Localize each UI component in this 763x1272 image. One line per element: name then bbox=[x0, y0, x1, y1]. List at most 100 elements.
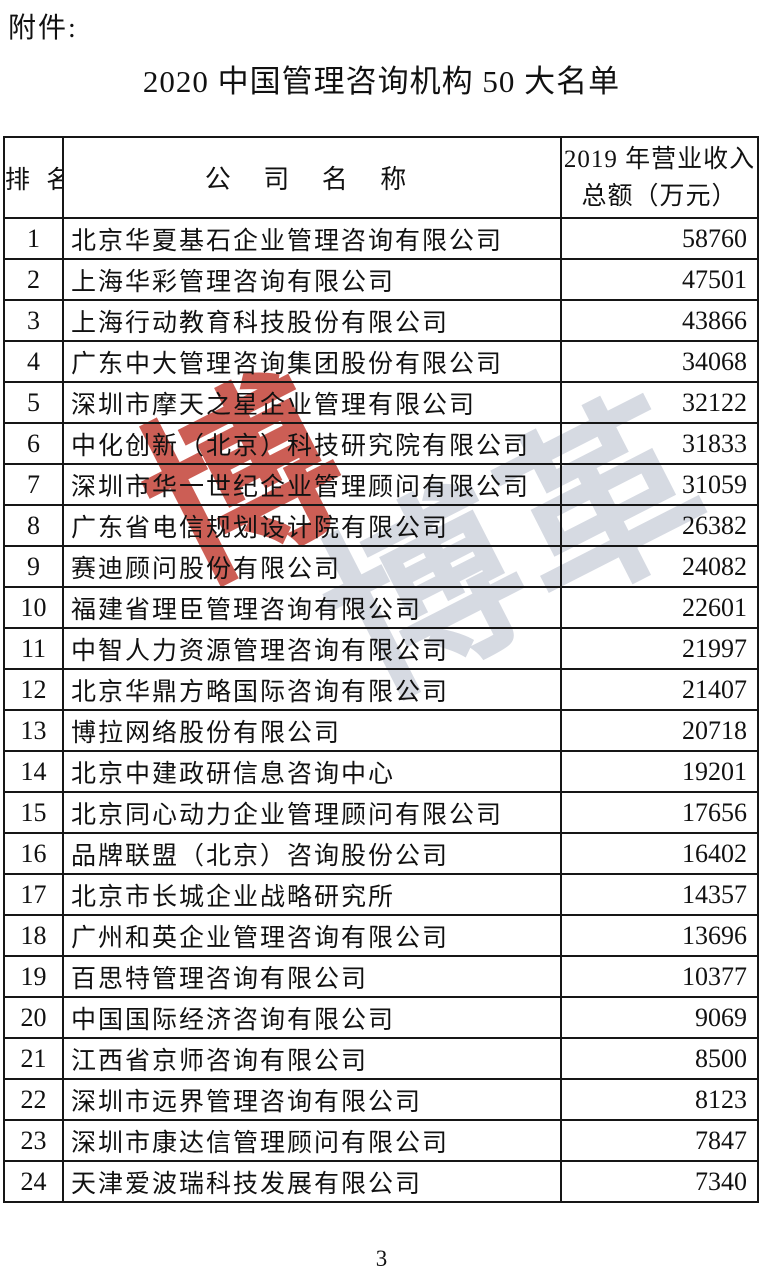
table-row: 7 深圳市华一世纪企业管理顾问有限公司 31059 bbox=[3, 463, 759, 506]
revenue-header-line1: 2019 年营业收入 bbox=[563, 145, 756, 173]
company-name-cell: 中化创新（北京）科技研究院有限公司 bbox=[62, 422, 562, 465]
table-row: 11 中智人力资源管理咨询有限公司 21997 bbox=[3, 627, 759, 670]
page-number: 3 bbox=[375, 1246, 388, 1271]
table-row: 3 上海行动教育科技股份有限公司 43866 bbox=[3, 299, 759, 342]
table-row: 23 深圳市康达信管理顾问有限公司 7847 bbox=[3, 1119, 759, 1162]
revenue-cell: 31059 bbox=[560, 463, 759, 506]
table-row: 18 广州和英企业管理咨询有限公司 13696 bbox=[3, 914, 759, 957]
rank-cell: 24 bbox=[3, 1160, 64, 1203]
revenue-cell: 26382 bbox=[560, 504, 759, 547]
table-row: 19 百思特管理咨询有限公司 10377 bbox=[3, 955, 759, 998]
table-row: 9 赛迪顾问股份有限公司 24082 bbox=[3, 545, 759, 588]
revenue-cell: 58760 bbox=[560, 217, 759, 260]
revenue-cell: 17656 bbox=[560, 791, 759, 834]
table-row: 17 北京市长城企业战略研究所 14357 bbox=[3, 873, 759, 916]
company-name-cell: 百思特管理咨询有限公司 bbox=[62, 955, 562, 998]
revenue-header-line2: 总额（万元） bbox=[581, 182, 738, 210]
company-name-cell: 广东省电信规划设计院有限公司 bbox=[62, 504, 562, 547]
rank-cell: 6 bbox=[3, 422, 64, 465]
company-name-cell: 北京中建政研信息咨询中心 bbox=[62, 750, 562, 793]
revenue-cell: 13696 bbox=[560, 914, 759, 957]
revenue-cell: 7340 bbox=[560, 1160, 759, 1203]
company-name-cell: 广州和英企业管理咨询有限公司 bbox=[62, 914, 562, 957]
rank-cell: 14 bbox=[3, 750, 64, 793]
rank-cell: 3 bbox=[3, 299, 64, 342]
company-name-cell: 北京华鼎方略国际咨询有限公司 bbox=[62, 668, 562, 711]
revenue-cell: 16402 bbox=[560, 832, 759, 875]
rank-cell: 10 bbox=[3, 586, 64, 629]
rank-cell: 19 bbox=[3, 955, 64, 998]
company-name-cell: 博拉网络股份有限公司 bbox=[62, 709, 562, 752]
rank-cell: 23 bbox=[3, 1119, 64, 1162]
rank-cell: 8 bbox=[3, 504, 64, 547]
rank-cell: 21 bbox=[3, 1037, 64, 1080]
table-row: 10 福建省理臣管理咨询有限公司 22601 bbox=[3, 586, 759, 629]
rank-cell: 7 bbox=[3, 463, 64, 506]
company-column-header: 公 司 名 称 bbox=[62, 136, 562, 219]
company-name-cell: 品牌联盟（北京）咨询股份公司 bbox=[62, 832, 562, 875]
revenue-cell: 24082 bbox=[560, 545, 759, 588]
page-title: 2020 中国管理咨询机构 50 大名单 bbox=[142, 64, 621, 99]
ranking-table: 排 名 公 司 名 称 2019 年营业收入 总额（万元） 1北京华夏基石企业管… bbox=[3, 136, 759, 1203]
table-header-row: 排 名 公 司 名 称 2019 年营业收入 总额（万元） bbox=[3, 136, 759, 219]
table-row: 16 品牌联盟（北京）咨询股份公司 16402 bbox=[3, 832, 759, 875]
company-name-cell: 深圳市远界管理咨询有限公司 bbox=[62, 1078, 562, 1121]
rank-cell: 5 bbox=[3, 381, 64, 424]
rank-cell: 22 bbox=[3, 1078, 64, 1121]
company-name-cell: 北京华夏基石企业管理咨询有限公司 bbox=[62, 217, 562, 260]
revenue-cell: 22601 bbox=[560, 586, 759, 629]
revenue-cell: 31833 bbox=[560, 422, 759, 465]
revenue-cell: 10377 bbox=[560, 955, 759, 998]
revenue-cell: 14357 bbox=[560, 873, 759, 916]
revenue-cell: 21997 bbox=[560, 627, 759, 670]
table-row: 12 北京华鼎方略国际咨询有限公司 21407 bbox=[3, 668, 759, 711]
rank-cell: 1 bbox=[3, 217, 64, 260]
revenue-cell: 20718 bbox=[560, 709, 759, 752]
rank-column-header: 排 名 bbox=[3, 136, 64, 219]
table-row: 22 深圳市远界管理咨询有限公司 8123 bbox=[3, 1078, 759, 1121]
rank-cell: 17 bbox=[3, 873, 64, 916]
table-row: 4 广东中大管理咨询集团股份有限公司 34068 bbox=[3, 340, 759, 383]
company-name-cell: 福建省理臣管理咨询有限公司 bbox=[62, 586, 562, 629]
table-row: 8 广东省电信规划设计院有限公司 26382 bbox=[3, 504, 759, 547]
revenue-cell: 19201 bbox=[560, 750, 759, 793]
company-name-cell: 赛迪顾问股份有限公司 bbox=[62, 545, 562, 588]
rank-cell: 15 bbox=[3, 791, 64, 834]
company-name-cell: 上海华彩管理咨询有限公司 bbox=[62, 258, 562, 301]
company-name-cell: 北京市长城企业战略研究所 bbox=[62, 873, 562, 916]
company-name-cell: 北京同心动力企业管理顾问有限公司 bbox=[62, 791, 562, 834]
company-name-cell: 深圳市康达信管理顾问有限公司 bbox=[62, 1119, 562, 1162]
revenue-cell: 9069 bbox=[560, 996, 759, 1039]
revenue-cell: 32122 bbox=[560, 381, 759, 424]
table-header: 排 名 公 司 名 称 2019 年营业收入 总额（万元） bbox=[3, 136, 759, 219]
revenue-cell: 8123 bbox=[560, 1078, 759, 1121]
rank-cell: 2 bbox=[3, 258, 64, 301]
rank-cell: 13 bbox=[3, 709, 64, 752]
rank-cell: 11 bbox=[3, 627, 64, 670]
rank-cell: 12 bbox=[3, 668, 64, 711]
table-row: 14 北京中建政研信息咨询中心 19201 bbox=[3, 750, 759, 793]
company-name-cell: 深圳市摩天之星企业管理有限公司 bbox=[62, 381, 562, 424]
table-row: 6 中化创新（北京）科技研究院有限公司 31833 bbox=[3, 422, 759, 465]
table-row: 1 北京华夏基石企业管理咨询有限公司 58760 bbox=[3, 217, 759, 260]
revenue-cell: 43866 bbox=[560, 299, 759, 342]
rank-cell: 20 bbox=[3, 996, 64, 1039]
table-row: 24 天津爱波瑞科技发展有限公司 7340 bbox=[3, 1160, 759, 1203]
company-name-cell: 天津爱波瑞科技发展有限公司 bbox=[62, 1160, 562, 1203]
table-row: 20 中国国际经济咨询有限公司 9069 bbox=[3, 996, 759, 1039]
revenue-column-header: 2019 年营业收入 总额（万元） bbox=[560, 136, 759, 219]
revenue-cell: 21407 bbox=[560, 668, 759, 711]
revenue-cell: 47501 bbox=[560, 258, 759, 301]
company-name-cell: 中智人力资源管理咨询有限公司 bbox=[62, 627, 562, 670]
company-name-cell: 上海行动教育科技股份有限公司 bbox=[62, 299, 562, 342]
rank-cell: 4 bbox=[3, 340, 64, 383]
table-row: 2 上海华彩管理咨询有限公司 47501 bbox=[3, 258, 759, 301]
rank-cell: 9 bbox=[3, 545, 64, 588]
revenue-cell: 34068 bbox=[560, 340, 759, 383]
rank-cell: 18 bbox=[3, 914, 64, 957]
table-body: 1 北京华夏基石企业管理咨询有限公司 58760 2 上海华彩管理咨询有限公司 47501… bbox=[3, 217, 759, 1203]
company-name-cell: 江西省京师咨询有限公司 bbox=[62, 1037, 562, 1080]
table-row: 15 北京同心动力企业管理顾问有限公司 17656 bbox=[3, 791, 759, 834]
company-name-cell: 中国国际经济咨询有限公司 bbox=[62, 996, 562, 1039]
table-row: 5 深圳市摩天之星企业管理有限公司 32122 bbox=[3, 381, 759, 424]
